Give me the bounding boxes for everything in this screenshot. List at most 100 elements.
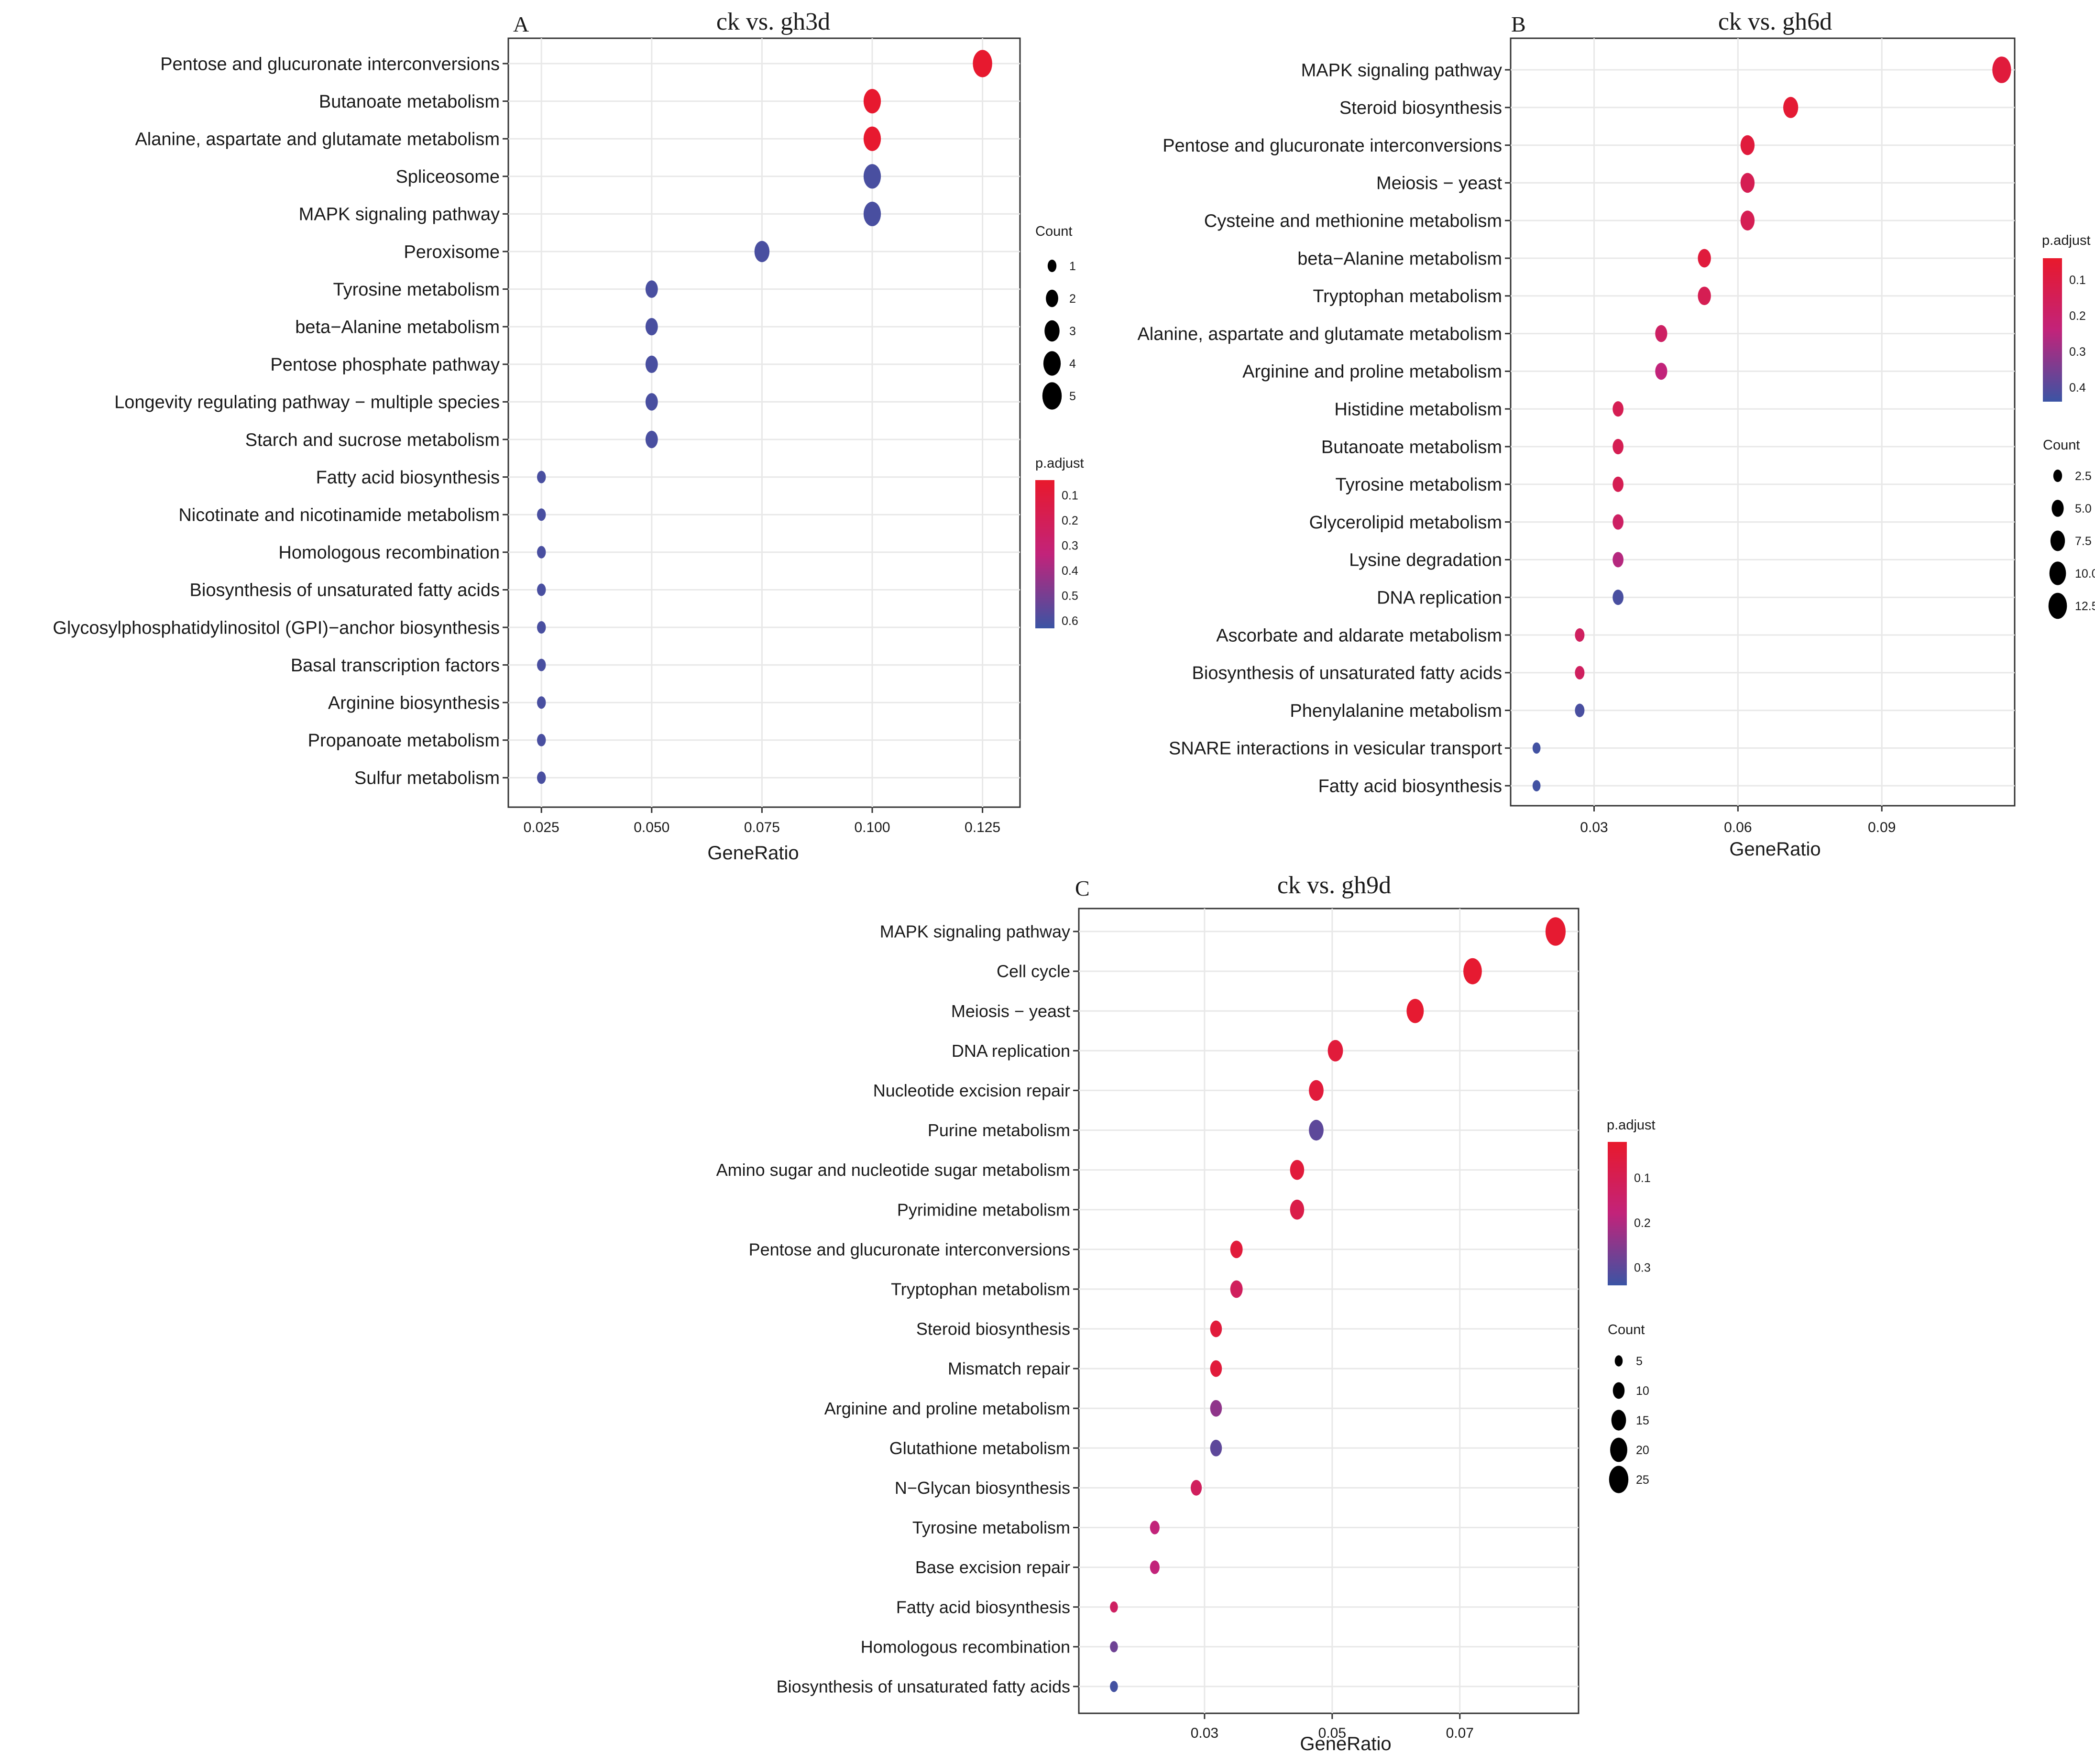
pathway-label: beta−Alanine metabolism xyxy=(1297,249,1502,269)
colorbar-tick-label: 0.1 xyxy=(1634,1172,1651,1185)
count-legend-dot xyxy=(1609,1466,1629,1493)
count-legend-title: Count xyxy=(1608,1322,1645,1337)
count-legend-dot xyxy=(2048,592,2067,619)
pathway-label: SNARE interactions in vesicular transpor… xyxy=(1169,739,1502,759)
count-legend-label: 15 xyxy=(1636,1414,1649,1427)
pathway-label: Fatty acid biosynthesis xyxy=(896,1597,1070,1617)
enrichment-dot xyxy=(1698,249,1711,268)
enrichment-dot xyxy=(1463,958,1482,985)
enrichment-dot xyxy=(1575,703,1585,717)
pathway-label: Pentose and glucuronate interconversions xyxy=(1163,136,1502,156)
pathway-label: Base excision repair xyxy=(915,1557,1070,1577)
panel-label: B xyxy=(1511,12,1526,36)
colorbar-tick-label: 0.6 xyxy=(1062,614,1078,628)
pathway-label: N−Glycan biosynthesis xyxy=(895,1478,1070,1498)
colorbar-tick-label: 0.3 xyxy=(2069,345,2086,359)
pathway-label: Butanoate metabolism xyxy=(1321,437,1502,457)
pathway-label: Peroxisome xyxy=(404,242,500,262)
enrichment-dot xyxy=(1210,1360,1222,1377)
count-legend-dot xyxy=(2053,470,2062,482)
enrichment-dot xyxy=(537,621,546,634)
pathway-label: Biosynthesis of unsaturated fatty acids xyxy=(1192,663,1502,683)
enrichment-dot xyxy=(1290,1199,1305,1220)
x-tick-label: 0.050 xyxy=(634,820,669,835)
enrichment-dot xyxy=(863,126,881,151)
enrichment-dot xyxy=(1612,438,1624,455)
enrichment-dot xyxy=(1655,325,1667,342)
pathway-label: MAPK signaling pathway xyxy=(880,922,1070,942)
enrichment-dot xyxy=(1230,1280,1243,1298)
count-legend-label: 4 xyxy=(1069,357,1076,371)
x-tick-label: 0.025 xyxy=(524,820,559,835)
pathway-label: Phenylalanine metabolism xyxy=(1290,701,1502,721)
pathway-label: Longevity regulating pathway − multiple … xyxy=(114,393,500,413)
enrichment-dot xyxy=(1532,780,1541,791)
colorbar-tick-label: 0.2 xyxy=(1062,514,1078,527)
enrichment-dot xyxy=(1290,1160,1305,1180)
pathway-label: Tyrosine metabolism xyxy=(333,280,500,300)
pathway-label: Amino sugar and nucleotide sugar metabol… xyxy=(716,1160,1070,1180)
enrichment-dot xyxy=(1309,1080,1324,1101)
pathway-label: Lysine degradation xyxy=(1349,550,1502,570)
panel-c: 0.03 0.05 0.07 MAPK signaling pathway Cell … xyxy=(716,872,1656,1754)
enrichment-dot xyxy=(645,355,658,373)
enrichment-dot xyxy=(1698,286,1711,306)
enrichment-dot xyxy=(1230,1240,1243,1259)
pathway-label: Basal transcription factors xyxy=(291,656,500,676)
pathway-label: MAPK signaling pathway xyxy=(299,205,500,225)
enrichment-dot xyxy=(863,164,881,189)
count-legend-dot xyxy=(1047,260,1057,272)
count-legend-dot xyxy=(2050,530,2065,551)
x-tick-label: 0.125 xyxy=(965,820,1000,835)
count-legend-label: 2 xyxy=(1069,292,1076,306)
pathway-label: Pentose and glucuronate interconversions xyxy=(749,1239,1070,1259)
pathway-label: Nucleotide excision repair xyxy=(873,1081,1070,1100)
enrichment-dot xyxy=(973,50,992,77)
enrichment-dot xyxy=(1210,1439,1222,1457)
count-legend-label: 1 xyxy=(1069,260,1076,273)
p-adjust-legend: p.adjust 0.1 0.2 0.3 xyxy=(1607,1118,1656,1285)
plot-frame xyxy=(1510,37,2016,807)
count-legend-dot xyxy=(1611,1410,1626,1431)
p-adjust-colorbar xyxy=(1035,480,1054,628)
enrichment-dot xyxy=(1655,362,1667,380)
enrichment-dot xyxy=(645,393,658,411)
pathway-label: Fatty acid biosynthesis xyxy=(316,468,500,488)
colorbar-tick-label: 0.2 xyxy=(2069,309,2086,323)
count-legend-dot xyxy=(2049,561,2066,585)
pathway-label: Tryptophan metabolism xyxy=(1313,286,1502,307)
count-legend-dot xyxy=(1046,289,1058,307)
pathway-label: Arginine and proline metabolism xyxy=(824,1399,1070,1418)
count-legend-label: 7.5 xyxy=(2075,535,2092,548)
colorbar-tick-label: 0.3 xyxy=(1634,1261,1651,1275)
x-tick-label: 0.09 xyxy=(1868,820,1896,835)
p-adjust-legend: p.adjust 0.1 0.2 0.3 0.4 xyxy=(2042,233,2091,402)
enrichment-dot xyxy=(863,88,881,114)
pathway-label: DNA replication xyxy=(952,1041,1070,1061)
plot-frame xyxy=(507,37,1021,808)
p-adjust-legend: p.adjust 0.1 0.2 0.3 0.4 0.5 0.6 xyxy=(1035,456,1084,628)
enrichment-dot xyxy=(1110,1681,1118,1692)
x-tick-label: 0.03 xyxy=(1191,1725,1218,1741)
panel-a: 0.025 0.050 0.075 0.100 0.125 Pentose and gl… xyxy=(53,8,1084,864)
colorbar-tick-label: 0.2 xyxy=(1634,1216,1651,1230)
enrichment-dot xyxy=(1150,1521,1160,1534)
enrichment-dot xyxy=(537,696,546,709)
enrichment-dot xyxy=(1740,135,1755,155)
enrichment-dot xyxy=(1612,552,1624,568)
pathway-label: Arginine and proline metabolism xyxy=(1242,362,1502,382)
x-tick-label: 0.075 xyxy=(744,820,780,835)
pathway-label: Starch and sucrose metabolism xyxy=(245,430,500,450)
count-legend-label: 10.0 xyxy=(2075,567,2095,581)
count-legend-dot xyxy=(1614,1355,1623,1367)
enrichment-dot xyxy=(1612,401,1624,417)
colorbar-tick-label: 0.4 xyxy=(2069,381,2086,394)
x-tick-label: 0.100 xyxy=(854,820,890,835)
chart-title: ck vs. gh6d xyxy=(1718,8,1832,35)
enrichment-dot xyxy=(1612,590,1624,605)
enrichment-dot xyxy=(537,471,546,483)
pathway-label: Arginine biosynthesis xyxy=(328,693,500,713)
enrichment-dot xyxy=(1612,476,1624,492)
count-legend-dot xyxy=(1043,351,1061,376)
p-adjust-legend-title: p.adjust xyxy=(2042,233,2091,248)
